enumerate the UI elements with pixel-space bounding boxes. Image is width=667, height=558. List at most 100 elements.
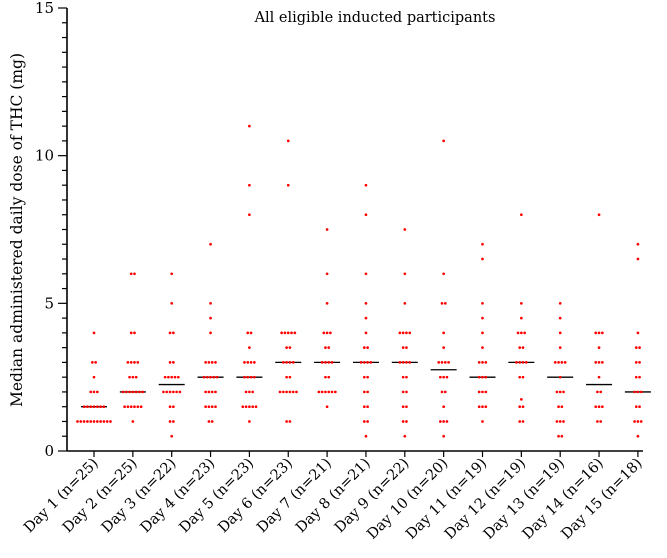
data-point: [440, 390, 444, 394]
data-point: [170, 434, 174, 438]
data-point: [210, 405, 214, 409]
data-point: [138, 390, 141, 394]
data-point: [285, 420, 288, 423]
data-point: [204, 361, 207, 364]
data-point: [362, 405, 366, 409]
data-point: [481, 346, 484, 349]
data-point: [477, 375, 481, 379]
data-point: [283, 331, 287, 335]
data-point: [362, 346, 366, 349]
data-point: [320, 361, 324, 364]
data-point: [92, 420, 96, 423]
data-point: [126, 361, 130, 364]
data-point: [594, 361, 598, 364]
data-point: [481, 257, 484, 261]
data-point: [440, 301, 444, 305]
data-point: [520, 301, 523, 305]
data-point: [248, 213, 251, 217]
data-point: [366, 420, 369, 423]
data-point: [209, 375, 212, 379]
data-point: [204, 405, 207, 409]
data-point: [634, 375, 638, 379]
data-point: [638, 375, 641, 379]
data-point: [248, 124, 251, 128]
data-point: [249, 331, 253, 335]
data-point: [91, 361, 94, 364]
data-point: [484, 390, 488, 394]
data-point: [92, 375, 96, 379]
data-point: [324, 346, 327, 349]
data-point: [176, 375, 180, 379]
data-point: [558, 375, 562, 379]
data-point: [401, 346, 405, 349]
data-point: [558, 331, 562, 335]
data-point: [173, 375, 177, 379]
data-point: [523, 331, 527, 335]
data-point: [281, 361, 285, 364]
data-point: [481, 301, 484, 305]
data-point: [95, 390, 99, 394]
data-point: [123, 405, 126, 409]
data-point: [560, 434, 564, 438]
data-point: [131, 390, 135, 394]
data-point: [557, 405, 560, 409]
data-point: [86, 420, 89, 423]
data-point: [558, 316, 562, 320]
data-point: [518, 361, 522, 364]
data-point: [515, 361, 518, 364]
data-point: [364, 213, 368, 217]
data-point: [246, 361, 250, 364]
data-point: [366, 361, 369, 364]
data-point: [172, 331, 175, 335]
data-point: [477, 390, 481, 394]
data-point: [207, 390, 211, 394]
data-point: [439, 420, 442, 423]
data-point: [401, 331, 405, 335]
data-point: [401, 420, 405, 423]
data-point: [405, 361, 408, 364]
y-ticks: 0 5 10 15: [35, 0, 67, 460]
data-point: [324, 375, 327, 379]
y-tick-label: 15: [35, 0, 54, 17]
data-point: [518, 405, 522, 409]
data-point: [405, 390, 408, 394]
data-point: [364, 434, 368, 438]
data-point: [253, 361, 256, 364]
data-point: [481, 375, 484, 379]
data-point: [167, 375, 170, 379]
data-point: [162, 390, 165, 394]
data-point: [638, 361, 641, 364]
data-point: [601, 331, 604, 335]
data-point: [209, 316, 212, 320]
data-point: [280, 331, 283, 335]
data-point: [92, 405, 96, 409]
y-tick-label: 5: [44, 294, 54, 312]
data-point: [481, 242, 484, 246]
y-tick-label: 0: [44, 442, 54, 460]
data-point: [362, 361, 366, 364]
data-point: [133, 331, 136, 335]
data-point: [520, 331, 523, 335]
data-point: [131, 375, 135, 379]
data-point: [288, 390, 292, 394]
data-point: [109, 420, 112, 423]
data-point: [597, 361, 601, 364]
data-point: [244, 390, 248, 394]
data-point: [481, 316, 484, 320]
data-point: [79, 420, 83, 423]
data-point: [128, 390, 131, 394]
data-point: [636, 390, 640, 394]
data-point: [366, 375, 369, 379]
data-point: [403, 301, 407, 305]
data-point: [639, 420, 643, 423]
data-point: [442, 331, 445, 335]
data-point: [249, 361, 253, 364]
y-axis-label: Median administered daily dose of THC (m…: [8, 53, 26, 407]
data-point: [317, 390, 321, 394]
data-point: [401, 405, 405, 409]
data-point: [364, 272, 368, 276]
x-ticks: Day 1 (n=25)Day 2 (n=25)Day 3 (n=22)Day …: [21, 451, 646, 543]
data-point: [366, 390, 369, 394]
data-point: [364, 316, 368, 320]
data-point: [105, 420, 109, 423]
